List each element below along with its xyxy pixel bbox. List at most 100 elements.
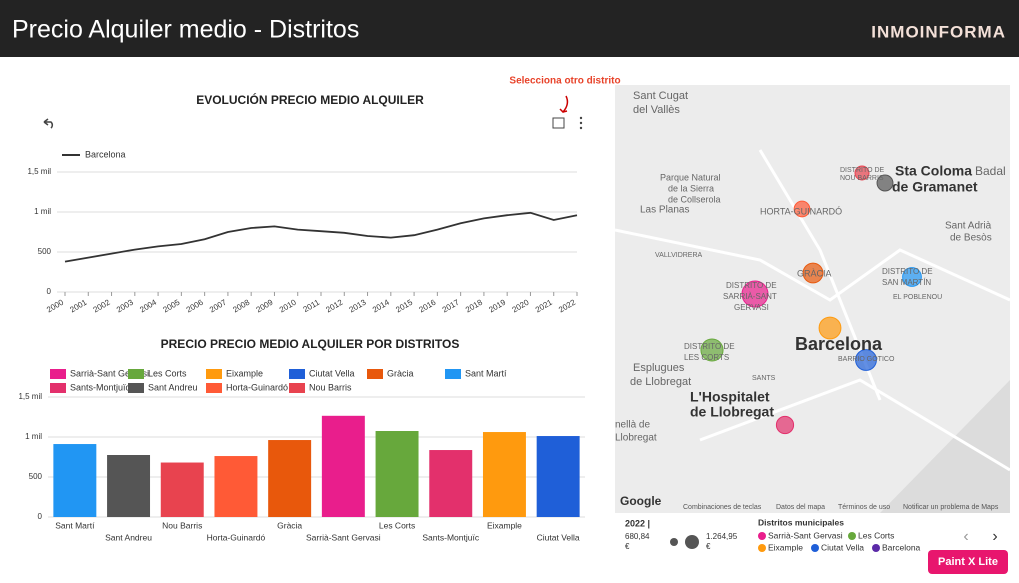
map-label: SAN MARTÍN <box>882 278 931 287</box>
map-bubble <box>741 280 769 308</box>
undo-icon[interactable] <box>43 118 54 129</box>
y-tick-label: 1 mil <box>34 207 51 216</box>
map-bubble <box>854 165 870 181</box>
y-tick-label: 0 <box>47 287 52 296</box>
map-label: de Llobregat <box>690 404 774 420</box>
y-tick-label: 0 <box>38 512 43 521</box>
legend-swatch <box>50 369 66 379</box>
map-year: 2022 | <box>625 518 650 528</box>
x-tick-label: 2011 <box>302 297 322 314</box>
legend-swatch <box>445 369 461 379</box>
bar <box>482 432 526 517</box>
badge-text: Paint X Lite <box>938 556 998 568</box>
bar <box>53 444 97 517</box>
bar <box>214 456 258 517</box>
map-label: de Besòs <box>950 233 992 244</box>
legend-label: Les Corts <box>148 368 187 378</box>
legend-label: Sant Andreu <box>148 382 198 392</box>
map-bubble <box>855 349 877 371</box>
map-label: Parque Natural <box>660 172 721 182</box>
legend-swatch <box>128 369 144 379</box>
sea <box>880 380 1010 513</box>
y-tick-label: 1,5 mil <box>27 167 51 176</box>
legend-label: Sarrià-Sant Gervasi <box>70 368 149 378</box>
map-label: BARRIO GÓTICO <box>838 354 895 363</box>
x-tick-label: 2020 <box>511 297 531 314</box>
map-bubble <box>700 338 724 362</box>
page-title: Precio Alquiler medio - Distritos <box>12 16 359 44</box>
prev-button[interactable]: ‹ <box>963 528 968 545</box>
x-tick-label: 2014 <box>371 297 391 314</box>
x-tick-label: 2021 <box>534 297 554 314</box>
legend-swatch <box>289 369 305 379</box>
map-label: DISTRITO DE <box>726 281 777 290</box>
map-label: DISTRITO DE <box>684 342 735 351</box>
size-unit: € <box>706 542 711 551</box>
map-legend-dot <box>872 544 880 552</box>
map-footer: Notificar un problema de Maps <box>903 504 999 511</box>
x-tick-label: Sants-Montjuïc <box>422 532 479 542</box>
map-label: nellà de <box>615 420 650 431</box>
legend-label: Sants-Montjuïc <box>70 382 131 392</box>
map-label: GERVASI <box>734 303 769 312</box>
menu-dot[interactable] <box>579 121 583 125</box>
map-label: EL POBLENOU <box>893 294 942 301</box>
menu-dot[interactable] <box>579 126 583 130</box>
x-tick-label: 2007 <box>208 297 228 314</box>
map-footer: Datos del mapa <box>776 504 825 511</box>
chart-icon[interactable] <box>552 117 565 129</box>
map-footer: Combinaciones de teclas <box>683 504 762 511</box>
header-bar <box>0 0 1019 57</box>
map <box>615 85 1010 513</box>
y-tick-label: 1 mil <box>25 432 42 441</box>
x-tick-label: 2012 <box>324 297 344 314</box>
x-tick-label: 2019 <box>487 297 507 314</box>
arrow <box>559 95 569 114</box>
map-legend-title: Distritos municipales <box>758 517 844 527</box>
x-tick-label: Nou Barris <box>162 520 202 530</box>
x-tick-label: 2006 <box>185 297 205 314</box>
map-label: Sant Adrià <box>945 221 992 232</box>
x-tick-label: 2013 <box>348 297 368 314</box>
legend-label: Sant Martí <box>465 368 507 378</box>
map-bubble <box>876 174 894 192</box>
size-dot <box>670 538 678 546</box>
map-label: Llobregat <box>615 433 657 444</box>
menu-dot[interactable] <box>579 116 583 120</box>
x-tick-label: Sant Andreu <box>105 532 152 542</box>
x-tick-label: 2016 <box>418 297 438 314</box>
legend-label: Horta-Guinardó <box>226 382 288 392</box>
map-label: Sant Cugat <box>633 90 688 102</box>
x-tick-label: Sarrià-Sant Gervasi <box>306 532 381 542</box>
x-tick-label: 2003 <box>115 297 135 314</box>
map-footer: Términos de uso <box>838 504 890 511</box>
map-legend-dot <box>848 532 856 540</box>
chart-title: PRECIO PRECIO MEDIO ALQUILER POR DISTRIT… <box>161 337 460 351</box>
map-label: Sta Coloma <box>895 163 972 179</box>
next-button[interactable]: › <box>992 528 997 545</box>
badge <box>928 550 1008 574</box>
map-label: de Gramanet <box>892 179 978 195</box>
bar <box>268 440 312 517</box>
map-legend-label: Ciutat Vella <box>821 542 864 552</box>
map-label: Las Planas <box>640 205 689 216</box>
map-label: SANTS <box>752 375 776 382</box>
legend-swatch <box>206 383 222 393</box>
size-min: 680,84 <box>625 532 650 541</box>
x-tick-label: 2000 <box>45 297 65 314</box>
map-legend-label: Sarrià-Sant Gervasi <box>768 530 843 540</box>
map-label: Google <box>620 494 662 508</box>
x-tick-label: Gràcia <box>277 520 302 530</box>
map-legend-dot <box>758 532 766 540</box>
size-max: 1.264,95 <box>706 532 738 541</box>
logo: INMOINFORMA <box>871 22 1006 41</box>
x-tick-label: Horta-Guinardó <box>207 532 266 542</box>
bar <box>160 462 204 517</box>
map-legend-dot <box>758 544 766 552</box>
map-bubble <box>902 267 922 287</box>
map-bubble <box>793 200 811 218</box>
x-tick-label: 2018 <box>464 297 484 314</box>
line <box>64 211 578 263</box>
map-label: VALLVIDRERA <box>655 252 703 259</box>
